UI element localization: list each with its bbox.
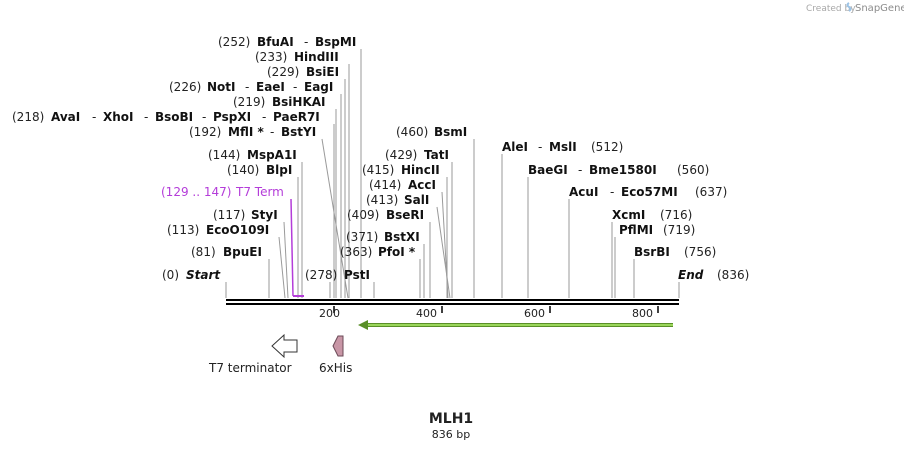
site-avai[interactable]: (218) AvaI - XhoI - BsoBI - PspXI - PaeR… bbox=[12, 106, 320, 125]
t7-term-marker bbox=[290, 198, 304, 297]
site-styi[interactable]: (117) StyI bbox=[213, 204, 278, 223]
site-bsiei[interactable]: (229) BsiEI bbox=[267, 61, 339, 80]
t7-terminator-feature[interactable]: T7 terminator bbox=[208, 333, 298, 375]
site-noti[interactable]: (226) NotI - EaeI - EagI bbox=[169, 76, 333, 95]
snapgene-logo-icon bbox=[846, 2, 852, 12]
his-tag-icon bbox=[332, 335, 344, 357]
site-mspa1i[interactable]: (144) MspA1I bbox=[208, 144, 297, 163]
site-blpi[interactable]: (140) BlpI bbox=[227, 159, 292, 178]
site-t7-term[interactable]: (129 .. 147) T7 Term bbox=[161, 181, 284, 200]
site-acci[interactable]: (414) AccI bbox=[369, 174, 436, 193]
site-end[interactable]: End (836) bbox=[678, 264, 749, 283]
site-pfoi[interactable]: (363) PfoI * bbox=[340, 241, 416, 260]
svg-text:800: 800 bbox=[632, 307, 653, 320]
svg-text:200: 200 bbox=[319, 307, 340, 320]
site-connectors bbox=[225, 49, 680, 299]
site-psti[interactable]: (278) PstI bbox=[305, 264, 370, 283]
credit-text: Created by bbox=[806, 4, 856, 14]
site-acui[interactable]: AcuI - Eco57MI (637) bbox=[569, 181, 727, 200]
t7-terminator-label: T7 terminator bbox=[208, 361, 292, 375]
site-xcmi[interactable]: XcmI (716) bbox=[612, 204, 692, 223]
svg-text:600: 600 bbox=[524, 307, 545, 320]
site-tati[interactable]: (429) TatI bbox=[385, 144, 449, 163]
orf-arrow-icon[interactable] bbox=[358, 320, 673, 330]
site-bsmi[interactable]: (460) BsmI bbox=[396, 121, 467, 140]
ruler-tick-600: 600 bbox=[524, 306, 551, 320]
site-bstxi[interactable]: (371) BstXI bbox=[346, 226, 420, 245]
site-bseri[interactable]: (409) BseRI bbox=[347, 204, 424, 223]
map-title: MLH1 bbox=[429, 411, 473, 427]
site-bfuai[interactable]: (252) BfuAI - BspMI bbox=[218, 31, 356, 50]
site-baegi[interactable]: BaeGI - Bme1580I (560) bbox=[528, 159, 709, 178]
map-size: 836 bp bbox=[432, 428, 470, 441]
site-eco0109i[interactable]: (113) EcoO109I bbox=[167, 219, 269, 238]
site-alei[interactable]: AleI - MslI (512) bbox=[502, 136, 623, 155]
site-pflmi[interactable]: PflMI (719) bbox=[619, 219, 695, 238]
site-hindiii[interactable]: (233) HindIII bbox=[255, 46, 339, 65]
terminator-arrow-icon bbox=[271, 333, 298, 359]
site-bsrbi[interactable]: BsrBI (756) bbox=[634, 241, 716, 260]
site-mfli[interactable]: (192) MflI * - BstYI bbox=[189, 121, 316, 140]
ruler-tick-800: 800 bbox=[632, 306, 659, 320]
svg-text:400: 400 bbox=[416, 307, 437, 320]
his-tag-label: 6xHis bbox=[319, 361, 352, 375]
site-sali[interactable]: (413) SalI bbox=[366, 189, 429, 208]
site-labels: (252) BfuAI - BspMI (233) HindIII (229) … bbox=[12, 31, 749, 283]
ruler: 200 400 600 800 bbox=[319, 306, 659, 320]
site-bpuei[interactable]: (81) BpuEI bbox=[191, 241, 262, 260]
site-start[interactable]: (0) Start bbox=[162, 264, 221, 283]
site-bsihkai[interactable]: (219) BsiHKAI bbox=[233, 91, 326, 110]
sequence-backbone bbox=[226, 299, 679, 305]
brand-text: SnapGene bbox=[855, 3, 904, 14]
his-tag-feature[interactable]: 6xHis bbox=[319, 335, 352, 375]
ruler-tick-400: 400 bbox=[416, 306, 443, 320]
site-hincii[interactable]: (415) HincII bbox=[362, 159, 440, 178]
ruler-tick-200: 200 bbox=[319, 306, 340, 320]
